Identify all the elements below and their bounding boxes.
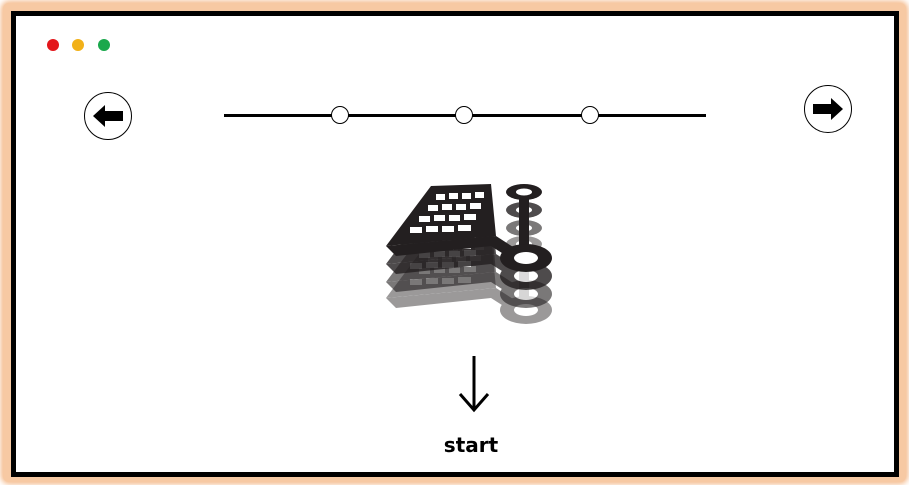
timeline-step-3[interactable]	[581, 106, 599, 124]
timeline-step-2[interactable]	[455, 106, 473, 124]
shopping-cart-icon	[386, 184, 552, 324]
arrow-left-icon	[93, 105, 123, 127]
arrow-right-icon	[813, 98, 843, 120]
arrow-down-icon	[458, 356, 490, 413]
start-label: start	[443, 433, 499, 457]
window-close-dot[interactable]	[47, 39, 59, 51]
previous-button[interactable]	[84, 92, 132, 140]
timeline-step-1[interactable]	[331, 106, 349, 124]
next-button[interactable]	[804, 85, 852, 133]
window-minimize-dot[interactable]	[72, 39, 84, 51]
window-frame: start	[11, 11, 899, 477]
window-maximize-dot[interactable]	[98, 39, 110, 51]
